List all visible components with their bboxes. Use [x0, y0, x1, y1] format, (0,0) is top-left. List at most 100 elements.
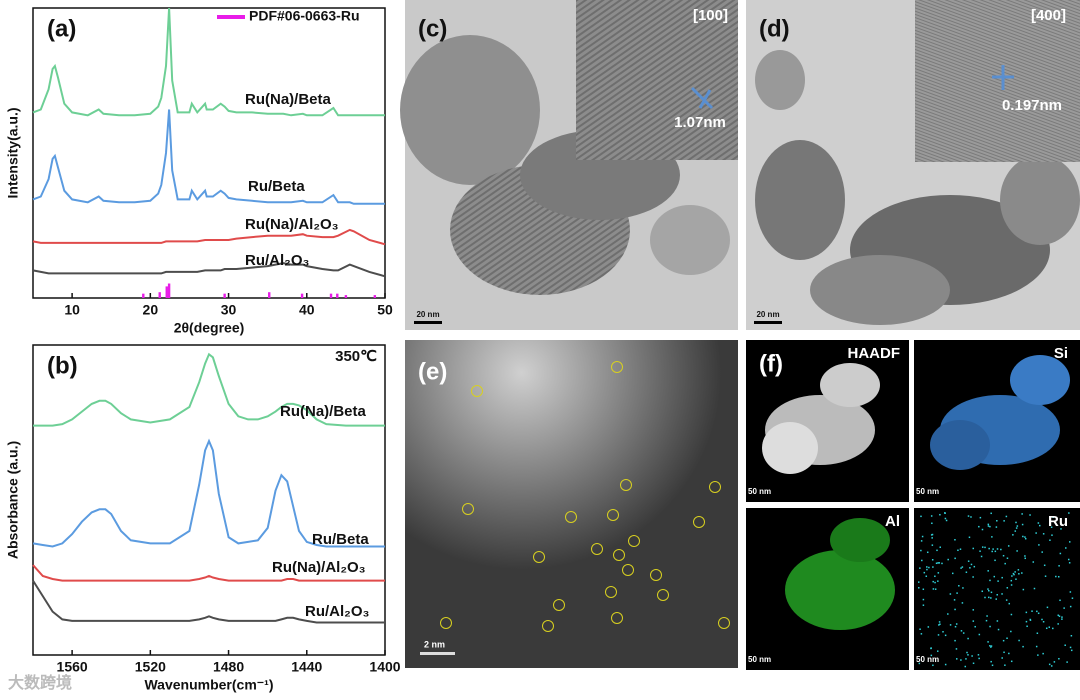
ru-dot: [938, 624, 940, 626]
ru-dot: [1013, 573, 1015, 576]
spectrum-line: [32, 438, 385, 548]
ru-dot: [1042, 652, 1044, 655]
ru-dot: [954, 557, 956, 560]
ru-dot: [981, 546, 984, 548]
ru-dot: [919, 628, 921, 630]
scale-bar-label: 2 nm: [424, 639, 445, 649]
ru-dot: [967, 560, 970, 562]
ru-dot: [1016, 550, 1018, 552]
ru-dot: [942, 631, 944, 633]
haadf-panel-e: (e) 2 nm: [405, 340, 738, 668]
ru-dot: [990, 660, 992, 663]
ru-dot: [968, 536, 971, 539]
ru-dot: [1041, 618, 1043, 621]
ru-dot: [990, 591, 993, 594]
ru-dot: [956, 592, 958, 594]
ru-dot: [1008, 652, 1010, 655]
ru-dot: [1024, 537, 1027, 540]
spectrum-line: [33, 352, 385, 427]
map-name: HAADF: [848, 345, 901, 362]
ru-dot: [988, 547, 990, 550]
ru-dot: [922, 598, 925, 601]
reference-bar: [344, 295, 348, 298]
ru-dot: [1024, 536, 1026, 538]
ru-dot: [954, 625, 957, 628]
ru-dot: [965, 571, 968, 573]
ru-dot: [954, 608, 956, 611]
ru-dot: [1021, 523, 1024, 526]
ru-dot: [938, 621, 941, 623]
ru-dot: [987, 525, 990, 527]
ru-dot: [1050, 526, 1053, 528]
ru-dot: [965, 658, 967, 660]
ru-dot: [1036, 632, 1039, 634]
ru-dot: [1001, 576, 1003, 579]
ru-dot: [957, 549, 959, 552]
ru-dot: [931, 522, 933, 525]
ru-dot: [991, 550, 993, 553]
plot-frame: [32, 7, 386, 299]
ru-dot: [926, 551, 929, 554]
ru-dot: [1005, 599, 1008, 601]
series-label: Ru/Beta: [312, 531, 369, 548]
ru-dot: [996, 594, 998, 596]
series-label: Ru(Na)/Beta: [245, 91, 331, 108]
ru-dot: [1002, 554, 1005, 557]
x-tick-label: 1400: [369, 659, 400, 675]
ru-dot: [920, 549, 922, 552]
y-axis-label: Absorbance (a.u.): [5, 441, 21, 559]
ru-dot: [967, 654, 969, 656]
ru-dot: [1025, 620, 1028, 623]
particle-marker: [542, 620, 554, 632]
ru-dot: [1007, 545, 1010, 547]
ru-dot: [922, 604, 925, 606]
ru-dot: [979, 550, 981, 552]
particle-marker: [611, 612, 623, 624]
reference-bar: [142, 293, 145, 298]
ru-dot: [921, 559, 923, 562]
ru-dot: [987, 588, 989, 590]
ru-dot: [1017, 569, 1020, 571]
ru-dot: [1057, 576, 1060, 578]
ru-dot: [930, 534, 933, 536]
ru-dot: [937, 572, 940, 574]
ru-dot: [988, 596, 990, 599]
ru-dot: [926, 566, 928, 568]
particle-marker: [591, 543, 603, 555]
ru-dot: [960, 567, 962, 569]
series-label: Ru(Na)/Beta: [280, 403, 366, 420]
ru-dot: [931, 559, 934, 561]
ru-dot: [1004, 562, 1006, 565]
ru-dot: [1069, 541, 1071, 543]
ru-dot: [1042, 533, 1045, 535]
ru-dot: [997, 580, 999, 582]
scale-bar-label: 20 nm: [756, 310, 779, 319]
spectrum-line: [32, 262, 386, 278]
ru-dot: [1024, 557, 1026, 560]
ru-dot: [932, 664, 934, 667]
ru-dot: [986, 615, 988, 617]
reference-bar: [158, 292, 161, 298]
ru-dot: [947, 558, 949, 561]
ru-dot: [1029, 618, 1032, 621]
ru-dot: [920, 633, 923, 635]
ru-dot: [1037, 522, 1040, 524]
ru-dot: [959, 548, 962, 550]
spectrum-line: [32, 564, 385, 582]
particle-marker: [440, 617, 452, 629]
scale-bar-label: 50 nm: [916, 487, 939, 496]
ru-dot: [941, 562, 943, 565]
ru-dot: [989, 625, 991, 628]
ru-dot: [987, 570, 989, 572]
ru-dot: [944, 517, 947, 520]
ru-dot: [990, 512, 992, 515]
ru-dot: [1021, 572, 1023, 574]
x-axis-label: Wavenumber(cm⁻¹): [144, 677, 273, 693]
ru-dot: [1032, 561, 1035, 563]
ru-dot: [1010, 579, 1013, 582]
ru-dot: [939, 546, 941, 548]
ru-dot: [1066, 661, 1068, 663]
ru-dot: [1051, 534, 1053, 536]
zone-axis: [400]: [1031, 7, 1066, 24]
